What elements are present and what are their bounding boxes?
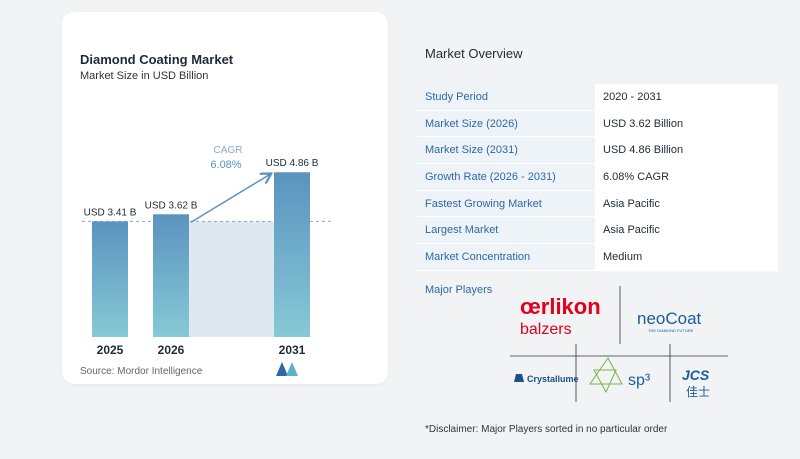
sp3-logo: sp³ [589,357,651,394]
svg-text:œrlikon: œrlikon [520,294,601,319]
bar [92,221,128,337]
svg-text:neoCoat: neoCoat [637,309,702,328]
overview-row: Growth Rate (2026 - 2031) 6.08% CAGR [417,163,778,191]
svg-text:balzers: balzers [520,321,572,338]
overview-key: Study Period [417,84,595,111]
chart-title: Diamond Coating Market [80,52,234,67]
jcs-logo: JCS 佳士 [682,367,710,399]
overview-row: Fastest Growing Market Asia Pacific [417,190,778,218]
overview-value: Asia Pacific [595,190,778,218]
svg-text:THE DIAMOND FUTURE: THE DIAMOND FUTURE [648,328,694,333]
bar [153,214,189,337]
oerlikon-logo: œrlikon balzers [520,294,601,338]
svg-text:JCS: JCS [682,367,710,383]
overview-value: USD 4.86 Billion [595,136,778,165]
x-tick-label: 2025 [97,343,124,357]
bar-value-label: USD 3.62 B [145,200,198,211]
bar [274,172,310,337]
overview-key: Market Size (2026) [417,110,595,138]
overview-value: 2020 - 2031 [595,84,778,111]
overview-value: Medium [595,243,778,271]
overview-key: Growth Rate (2026 - 2031) [417,163,595,191]
svg-text:sp³: sp³ [628,372,651,389]
chart-subtitle: Market Size in USD Billion [80,70,209,82]
overview-key: Fastest Growing Market [417,190,595,218]
overview-value: 6.08% CAGR [595,163,778,191]
overview-table: Study Period 2020 - 2031 Market Size (2026… [417,84,778,271]
chart-card: Diamond Coating Market Market Size in US… [62,12,388,384]
cagr-value: 6.08% [210,159,241,171]
players-logos: œrlikon balzers neoCoat THE DIAMOND FUTU… [510,286,728,402]
growth-shade [189,221,274,337]
crystallume-logo: Crystallume [514,374,579,384]
overview-key: Largest Market [417,216,595,245]
overview-key: Market Size (2031) [417,136,595,165]
bar-chart: USD 3.41 B 2025 USD 3.62 B 2026 USD 4.86 B 20… [82,145,332,357]
overview-value: Asia Pacific [595,216,778,245]
neocoat-logo: neoCoat THE DIAMOND FUTURE [637,309,702,333]
cagr-arrow [190,174,270,223]
overview-key: Market Concentration [417,243,595,271]
bar-value-label: USD 3.41 B [84,207,137,218]
mordor-logo-icon [276,362,298,376]
overview-row: Market Size (2031) USD 4.86 Billion [417,136,778,165]
x-tick-label: 2026 [158,343,185,357]
svg-text:佳士: 佳士 [686,385,710,399]
cagr-label: CAGR [214,145,243,156]
source-note: Source: Mordor Intelligence [80,366,203,377]
overview-row: Market Size (2026) USD 3.62 Billion [417,110,778,138]
players-label: Major Players [425,284,493,296]
overview-row: Study Period 2020 - 2031 [417,84,778,111]
disclaimer: *Disclaimer: Major Players sorted in no … [425,424,668,435]
bar-value-label: USD 4.86 B [266,158,319,169]
x-tick-label: 2031 [279,343,306,357]
overview-row: Largest Market Asia Pacific [417,216,778,245]
overview-title: Market Overview [425,46,523,61]
svg-text:Crystallume: Crystallume [527,374,579,384]
overview-value: USD 3.62 Billion [595,110,778,138]
overview-row: Market Concentration Medium [417,243,778,271]
